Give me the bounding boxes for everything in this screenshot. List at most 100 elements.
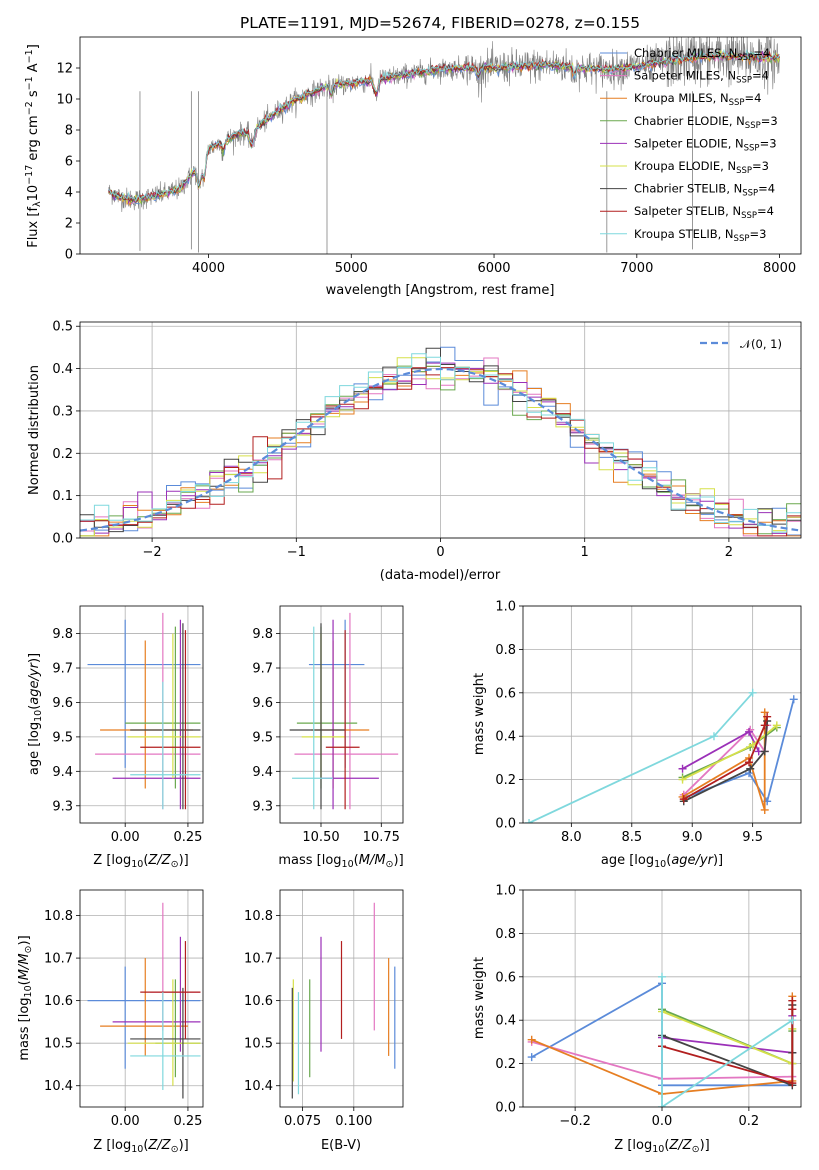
normal-distribution-curve (80, 367, 799, 532)
y-tick-label: 0.8 (495, 643, 516, 658)
weight-line-kroupa-stelib (661, 976, 793, 1107)
y-tick-label: 6 (65, 155, 73, 170)
legend-label: Salpeter ELODIE, NSSP=3 (634, 136, 777, 153)
spectrum-marks (108, 37, 781, 254)
weight-marker (527, 1053, 536, 1062)
weight-vs-age-panel: 8.0 8.5 9.0 9.5 0.0 0.2 0.4 0.6 0.8 1.0 age [log10… (472, 600, 802, 870)
x-tick-label: −0.2 (559, 1114, 591, 1129)
y-tick-label: 0.2 (495, 773, 516, 788)
x-tick-label: 0.075 (284, 1114, 321, 1129)
x-tick-label: 0.25 (173, 830, 202, 845)
x-tick-label: 7000 (620, 261, 653, 276)
y-tick-label: 0.2 (52, 447, 73, 462)
y-tick-label: 10.7 (44, 952, 73, 967)
y-tick-label: 10 (56, 93, 73, 108)
x-tick-label: 0.2 (739, 1114, 760, 1129)
legend-label: 𝒩(0, 1) (740, 337, 782, 351)
y-tick-label: 0.6 (495, 970, 516, 985)
x-tick-label: 8.5 (621, 830, 642, 845)
age-vs-z-panel: 0.00 0.25 9.3 9.4 9.5 9.6 9.7 9.8 Z [log10(Z/Z⊙)… (27, 605, 204, 870)
y-tick-label: 9.4 (252, 765, 273, 780)
model-spectrum-kroupa-stelib (108, 48, 781, 203)
x-tick-label: 9.0 (682, 830, 703, 845)
weight-marker (748, 688, 757, 697)
age-vs-z-frame (79, 605, 204, 824)
age-vs-mass-panel: 10.50 10.75 9.3 9.4 9.5 9.6 9.7 9.8 mass [log10(… (252, 605, 404, 870)
y-tick-label: 2 (65, 217, 73, 232)
legend-label: Chabrier STELIB, NSSP=4 (634, 182, 775, 199)
y-tick-label: 0.4 (52, 362, 73, 377)
weight-line-salpeter-stelib (683, 716, 769, 800)
legend-label: Chabrier ELODIE, NSSP=3 (634, 114, 778, 131)
legend-label: Salpeter MILES, NSSP=4 (634, 69, 769, 86)
mass-vs-ebv-frame (279, 889, 404, 1108)
weight-marker (748, 740, 757, 749)
y-tick-label: 9.7 (52, 662, 73, 677)
y-tick-label: 1.0 (495, 884, 516, 899)
y-tick-label: 9.6 (52, 696, 73, 711)
x-tick-label: 0.100 (335, 1114, 372, 1129)
y-tick-label: 9.3 (52, 799, 73, 814)
y-tick-label: 8 (65, 124, 73, 139)
y-tick-label: 0.8 (495, 927, 516, 942)
weight-marker (760, 721, 769, 730)
residuals-frame (79, 321, 802, 539)
y-tick-label: 0.0 (52, 532, 73, 547)
y-tick-label: 9.4 (52, 765, 73, 780)
y-tick-label: 0.2 (495, 1057, 516, 1072)
weight-line-kroupa-miles (682, 712, 766, 811)
x-tick-label: 0.0 (652, 1114, 673, 1129)
x-tick-label: 0.25 (173, 1114, 202, 1129)
weight-marker (760, 805, 769, 814)
weight-marker (788, 1016, 797, 1025)
mass-vs-ebv-x-label: E(B-V) (321, 1138, 361, 1153)
mass-vs-z-panel: 0.00 0.25 10.4 10.5 10.6 10.7 10.8 Z [log10(Z/Z… (17, 889, 204, 1155)
weight-vs-z-marks (527, 972, 797, 1107)
weight-marker (760, 708, 769, 717)
spectrum-frame (79, 36, 802, 255)
y-tick-label: 9.8 (252, 627, 273, 642)
y-tick-label: 10.5 (244, 1037, 273, 1052)
legend-label: Kroupa MILES, NSSP=4 (634, 91, 761, 108)
age-vs-z-marks (87, 612, 201, 810)
y-tick-label: 12 (56, 62, 73, 77)
weight-marker (678, 764, 687, 773)
weight-marker (658, 1103, 666, 1107)
mass-vs-z-marks (87, 902, 201, 1099)
y-tick-label: 0.0 (495, 1101, 516, 1116)
weight-marker (788, 996, 797, 1005)
weight-line-chabrier-stelib (683, 720, 769, 803)
mass-vs-z-x-label: Z [log10(Z/Z⊙)] (93, 1138, 188, 1155)
y-tick-label: 9.5 (252, 730, 273, 745)
y-tick-label: 0.0 (495, 817, 516, 832)
y-tick-label: 9.6 (252, 696, 273, 711)
model-spectrum-chabrier-stelib (108, 50, 780, 203)
x-tick-label: −1 (287, 545, 306, 560)
y-tick-label: 9.3 (252, 799, 273, 814)
spectrum-y-label: Flux [fλ10−17 erg cm−2 s−1 A−1] (24, 44, 43, 248)
x-tick-label: 10.50 (302, 830, 339, 845)
weight-marker (760, 747, 769, 756)
weight-marker (658, 972, 666, 981)
weight-marker (763, 712, 772, 721)
x-tick-label: −2 (143, 545, 162, 560)
weight-marker (527, 1035, 536, 1044)
x-tick-label: 0.00 (111, 1114, 140, 1129)
histogram-chabrier-stelib (80, 347, 801, 533)
y-tick-label: 10.8 (44, 909, 73, 924)
x-tick-label: 6000 (477, 261, 510, 276)
weight-marker (788, 1005, 797, 1014)
x-tick-label: 9.5 (742, 830, 763, 845)
y-tick-label: 9.7 (252, 662, 273, 677)
mass-vs-ebv-marks (291, 902, 396, 1099)
weight-vs-z-panel: −0.2 0.0 0.2 0.0 0.2 0.4 0.6 0.8 1.0 Z [log10(Z/Z… (472, 884, 802, 1155)
weight-vs-z-frame (522, 889, 802, 1108)
weight-marker (745, 727, 754, 736)
weight-marker (679, 795, 688, 804)
age-vs-mass-frame (279, 605, 404, 824)
y-tick-label: 0.3 (52, 404, 73, 419)
weight-marker (709, 732, 718, 741)
x-tick-label: 8.0 (561, 830, 582, 845)
mass-vs-z-frame (79, 889, 204, 1108)
